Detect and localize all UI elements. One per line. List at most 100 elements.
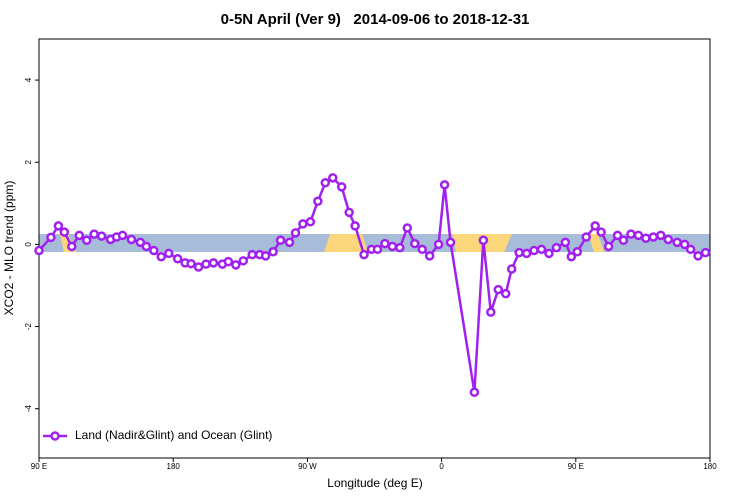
data-point [395,242,405,253]
legend-label: Land (Nadir&Glint) and Ocean (Glint) [75,428,272,442]
data-point [506,264,517,274]
data-point [89,229,99,239]
data-point [493,284,504,295]
data-point [626,229,636,239]
data-point [551,242,562,253]
data-point [566,251,577,262]
data-point [469,387,480,398]
data-point [67,241,77,252]
data-point [656,230,666,241]
data-point [612,230,623,241]
data-point [260,251,271,261]
data-point [275,235,286,246]
data-point [500,288,511,299]
data-point [410,238,420,249]
data-point [172,254,183,264]
data-point [633,230,644,241]
x-tick-label: 90 W [298,462,317,471]
chart-title: 0-5N April (Ver 9) 2014-09-06 to 2018-12… [221,11,530,28]
data-point [290,228,301,238]
data-point [572,247,583,257]
x-axis-label: Longitude (deg E) [327,476,422,490]
y-tick-label: 2 [24,159,33,164]
data-point [298,219,308,229]
data-line [38,176,707,393]
data-point [679,239,690,250]
data-point [521,248,532,259]
data-point [344,207,354,218]
data-point [700,247,711,258]
data-point [74,230,85,241]
data-point [141,241,152,252]
data-point [46,232,56,243]
y-tick-label: -4 [24,405,33,413]
data-point [439,180,450,190]
data-point [641,233,651,243]
data-point [544,248,554,259]
data-point [359,249,369,260]
data-point [685,244,696,255]
data-point [284,237,295,248]
data-point [618,235,629,246]
data-point [208,258,219,268]
data-point [96,231,107,241]
y-axis-label: XCO2 - MLO trend (ppm) [2,181,16,316]
data-point [238,256,249,266]
data-point [163,248,174,259]
data-point [223,256,234,267]
data-point [536,244,547,255]
data-point [186,258,196,269]
data-point [336,182,347,192]
data-point [445,237,456,248]
data-point [380,238,390,249]
y-tick-label: 0 [24,242,33,247]
data-point [424,251,435,261]
data-point [81,235,92,246]
data-point [53,221,64,231]
data-point [672,237,682,248]
legend-marker [50,431,60,441]
land-band [324,234,368,252]
data-point [247,249,257,260]
data-point [433,239,444,250]
data-point [596,227,606,237]
data-point [372,244,383,255]
data-point [387,241,398,252]
data-point [486,307,496,317]
data-point [201,259,211,269]
data-point [117,230,128,241]
data-point [149,245,159,256]
x-tick-label: 180 [167,462,181,471]
x-tick-label: 180 [703,462,717,471]
data-point [313,196,323,207]
data-point [327,173,338,183]
data-point [268,247,278,257]
data-point [693,251,703,261]
data-point [529,245,539,256]
data-point [514,247,524,258]
data-point [305,217,316,227]
data-point [581,232,591,242]
data-point [135,237,146,248]
land-band [588,234,604,252]
data-point [156,251,167,262]
data-point [417,244,427,255]
y-tick-label: 4 [24,77,33,82]
x-tick-label: 90 E [568,462,584,471]
data-point [478,235,489,246]
data-point [231,260,241,270]
data-point [350,221,360,231]
data-point [590,221,600,231]
x-tick-label: 90 E [31,462,47,471]
data-point [193,262,204,272]
data-point [603,241,614,252]
y-tick-label: -2 [24,322,33,330]
data-point [320,178,331,188]
data-point [126,234,137,245]
data-point [402,223,413,233]
data-point [34,245,44,256]
data-point [59,227,70,237]
data-point [648,232,659,242]
data-point [663,234,673,245]
